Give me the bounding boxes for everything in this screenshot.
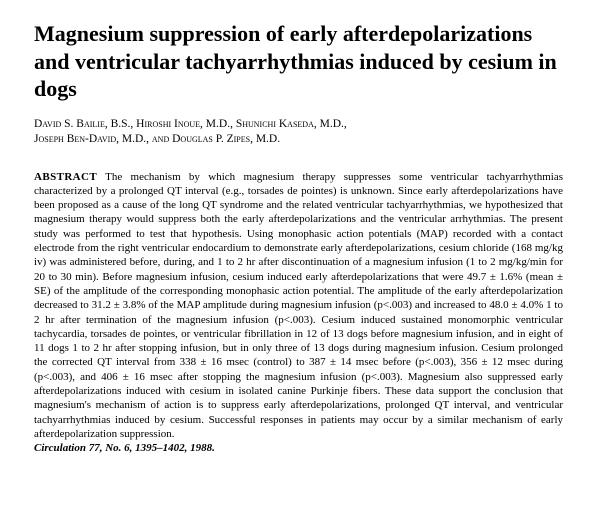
authors-line-1: David S. Bailie, B.S., Hiroshi Inoue, M.… bbox=[34, 117, 563, 133]
citation: Circulation 77, No. 6, 1395–1402, 1988. bbox=[34, 442, 215, 454]
authors-block: David S. Bailie, B.S., Hiroshi Inoue, M.… bbox=[34, 117, 563, 148]
abstract-block: ABSTRACTThe mechanism by which magnesium… bbox=[34, 170, 563, 456]
abstract-label: ABSTRACT bbox=[34, 171, 97, 183]
article-title: Magnesium suppression of early afterdepo… bbox=[34, 20, 563, 103]
abstract-text: The mechanism by which magnesium therapy… bbox=[34, 171, 563, 440]
authors-line-2: Joseph Ben-David, M.D., and Douglas P. Z… bbox=[34, 132, 563, 148]
